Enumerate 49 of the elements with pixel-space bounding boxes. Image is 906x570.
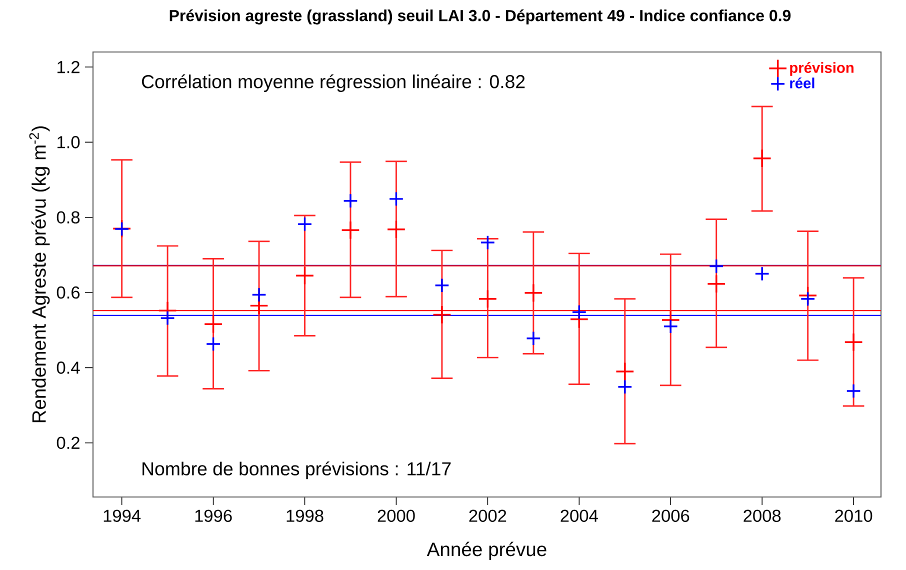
point	[206, 336, 221, 352]
y-axis-title: Rendement Agreste prévu (kg m$^{-2}$)	[29, 126, 50, 422]
point	[754, 266, 770, 282]
point	[160, 310, 176, 326]
point	[752, 148, 772, 168]
point	[844, 332, 864, 352]
annotation: Nombre de bonnes prévisions : 11/17	[142, 461, 451, 480]
point	[526, 330, 541, 346]
y-tick-label: 0.8	[56, 211, 80, 224]
legend-label: prévision	[790, 62, 854, 76]
point	[524, 283, 543, 302]
point	[342, 193, 358, 208]
point	[617, 379, 632, 394]
y-tick-label: 0.4	[56, 362, 80, 374]
x-tick-label: 2000	[378, 510, 415, 522]
y-tick-label: 1.2	[58, 60, 80, 74]
point	[388, 191, 404, 206]
x-tick-label: 1996	[195, 510, 232, 522]
x-tick-label: 2002	[469, 510, 506, 522]
point	[297, 216, 312, 232]
chart-title: Prévision agreste (grassland) seuil LAI 3.0 - Département 49 - Indice confiance 0.9	[170, 9, 791, 24]
point	[708, 258, 724, 274]
point	[846, 383, 862, 399]
point	[663, 318, 678, 334]
point	[432, 305, 452, 324]
point	[480, 235, 496, 250]
x-tick-label: 2004	[560, 510, 598, 522]
x-axis-title: Année prévue	[426, 542, 546, 560]
y-tick-label: 0.6	[56, 286, 80, 299]
point	[706, 274, 726, 294]
point	[295, 266, 314, 286]
point	[434, 278, 450, 293]
point	[386, 220, 406, 239]
y-tick-label: 0.2	[56, 436, 80, 449]
point	[340, 220, 360, 240]
point	[204, 314, 223, 334]
y-tick-label: 1.0	[58, 136, 80, 148]
point	[251, 287, 267, 302]
point	[800, 291, 816, 306]
point	[615, 362, 634, 381]
annotation: Corrélation moyenne régression linéaire : 0.82	[142, 74, 525, 92]
point	[478, 289, 498, 308]
x-tick-label: 2008	[744, 510, 781, 522]
x-tick-label: 2010	[835, 510, 872, 522]
legend-label: réel	[790, 77, 814, 88]
point	[572, 304, 587, 320]
x-tick-label: 1994	[104, 510, 141, 522]
x-tick-label: 1998	[286, 510, 324, 522]
x-tick-label: 2006	[652, 510, 690, 522]
